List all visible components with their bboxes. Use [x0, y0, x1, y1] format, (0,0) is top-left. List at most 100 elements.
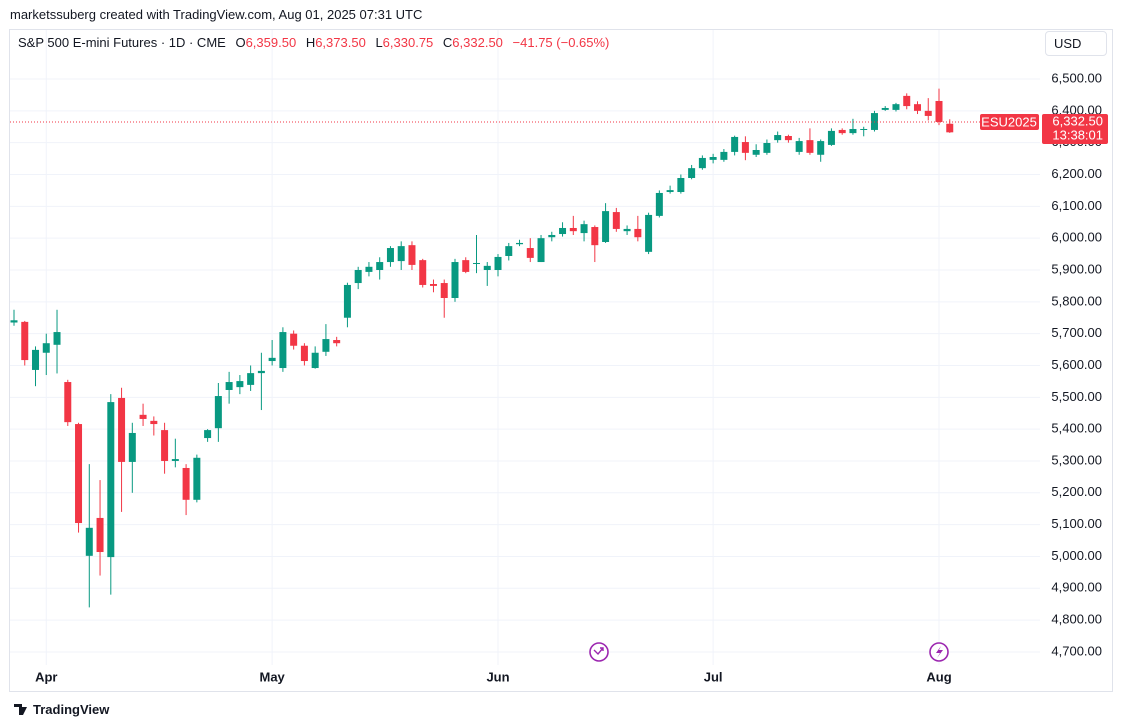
ticker-tag [980, 113, 1039, 130]
candle-body [42, 343, 50, 353]
candle-body [806, 140, 814, 153]
candle-body [161, 430, 169, 461]
candle-body [677, 178, 685, 193]
candle-body [612, 212, 620, 229]
x-tick-label: Aug [926, 669, 951, 684]
x-tick-label: May [259, 669, 285, 684]
candle-body [838, 129, 846, 134]
field-key: H [305, 35, 316, 50]
candle-body [591, 227, 599, 246]
candle-body [946, 123, 954, 133]
y-tick-label: 5,800.00 [1051, 293, 1102, 308]
y-tick-label: 5,900.00 [1051, 261, 1102, 276]
candle-body [386, 248, 394, 263]
legend: S&P 500 E-mini Futures · 1D · CME O6,359… [18, 35, 615, 50]
candle-body [268, 357, 276, 362]
candle-body [204, 430, 212, 439]
candle-body [182, 467, 190, 500]
candle-body [429, 284, 437, 286]
candle-body [784, 135, 792, 141]
candle-body [483, 265, 491, 270]
candle-body [21, 321, 29, 361]
candle-body [290, 333, 298, 346]
candle-body [720, 151, 728, 160]
candle-body [494, 256, 502, 270]
footer-logo: TradingView [33, 702, 110, 717]
y-tick-label: 6,500.00 [1051, 70, 1102, 85]
candle-body [913, 104, 921, 111]
candle-body [655, 192, 663, 216]
candle-body [64, 382, 72, 423]
candle-body [860, 128, 868, 130]
candle-body [473, 262, 480, 264]
candle-body [214, 396, 222, 429]
symbol: S&P 500 E-mini Futures · 1D · CME [18, 35, 226, 50]
candle-body [85, 527, 93, 556]
field-value: 6,359.50 [245, 35, 297, 50]
candle-body [903, 95, 911, 107]
logo-icon [14, 704, 27, 715]
candle-body [171, 459, 179, 461]
candle-body [698, 157, 706, 169]
candle-body [827, 130, 835, 145]
candle-body [53, 332, 61, 345]
price-label: 6,332.50 [1052, 113, 1103, 128]
candle-body [32, 349, 40, 370]
y-tick-label: 5,300.00 [1051, 452, 1102, 467]
candle-body [75, 424, 83, 524]
candle-body [645, 214, 653, 252]
candle-body [333, 340, 341, 344]
candle-body [300, 345, 308, 362]
change: −41.75 (−0.65%) [512, 35, 610, 50]
candle-body [731, 136, 739, 152]
candle-body [118, 397, 126, 462]
candle-body [634, 228, 642, 238]
candle-body [516, 242, 524, 245]
candle-body [774, 135, 782, 141]
candle-body [354, 269, 362, 284]
candle-body [849, 128, 857, 134]
candle-body [311, 352, 319, 369]
y-tick-label: 6,200.00 [1051, 166, 1102, 181]
field-key: C [442, 35, 453, 50]
candle-body [139, 414, 147, 419]
candle-body [795, 141, 803, 152]
y-tick-label: 4,800.00 [1051, 612, 1102, 627]
y-tick-label: 5,000.00 [1051, 548, 1102, 563]
candle-body [548, 234, 556, 238]
candle-body [935, 100, 943, 122]
candle-body [752, 149, 760, 155]
currency-button[interactable]: USD [1045, 31, 1107, 56]
candle-body [419, 260, 427, 285]
candle-body [817, 141, 825, 155]
candle-body [505, 246, 513, 256]
icon-marker [929, 642, 949, 662]
x-tick-label: Jul [704, 669, 723, 684]
field-value: 6,373.50 [315, 35, 366, 50]
field-key: O [235, 35, 246, 50]
candle-body [881, 107, 889, 110]
candle-body [763, 142, 771, 153]
candle-body [892, 104, 900, 110]
candle-body [193, 457, 201, 500]
x-tick-label: Apr [35, 669, 57, 684]
candle-body [440, 283, 448, 299]
icon-marker [589, 642, 609, 662]
grid [10, 30, 1040, 665]
x-tick-label: Jun [486, 669, 509, 684]
y-tick-label: 4,900.00 [1051, 580, 1102, 595]
price-tag [1042, 113, 1108, 144]
candle-body [559, 227, 567, 235]
candle-body [107, 402, 115, 558]
countdown-label: 13:38:01 [1052, 127, 1103, 142]
candle-body [10, 320, 18, 323]
candle-body [365, 266, 373, 272]
y-tick-label: 5,100.00 [1051, 516, 1102, 531]
candle-body [236, 381, 244, 388]
y-tick-label: 6,100.00 [1051, 198, 1102, 213]
candle-body [408, 245, 416, 265]
candle-body [709, 157, 717, 160]
candle-body [343, 284, 351, 318]
